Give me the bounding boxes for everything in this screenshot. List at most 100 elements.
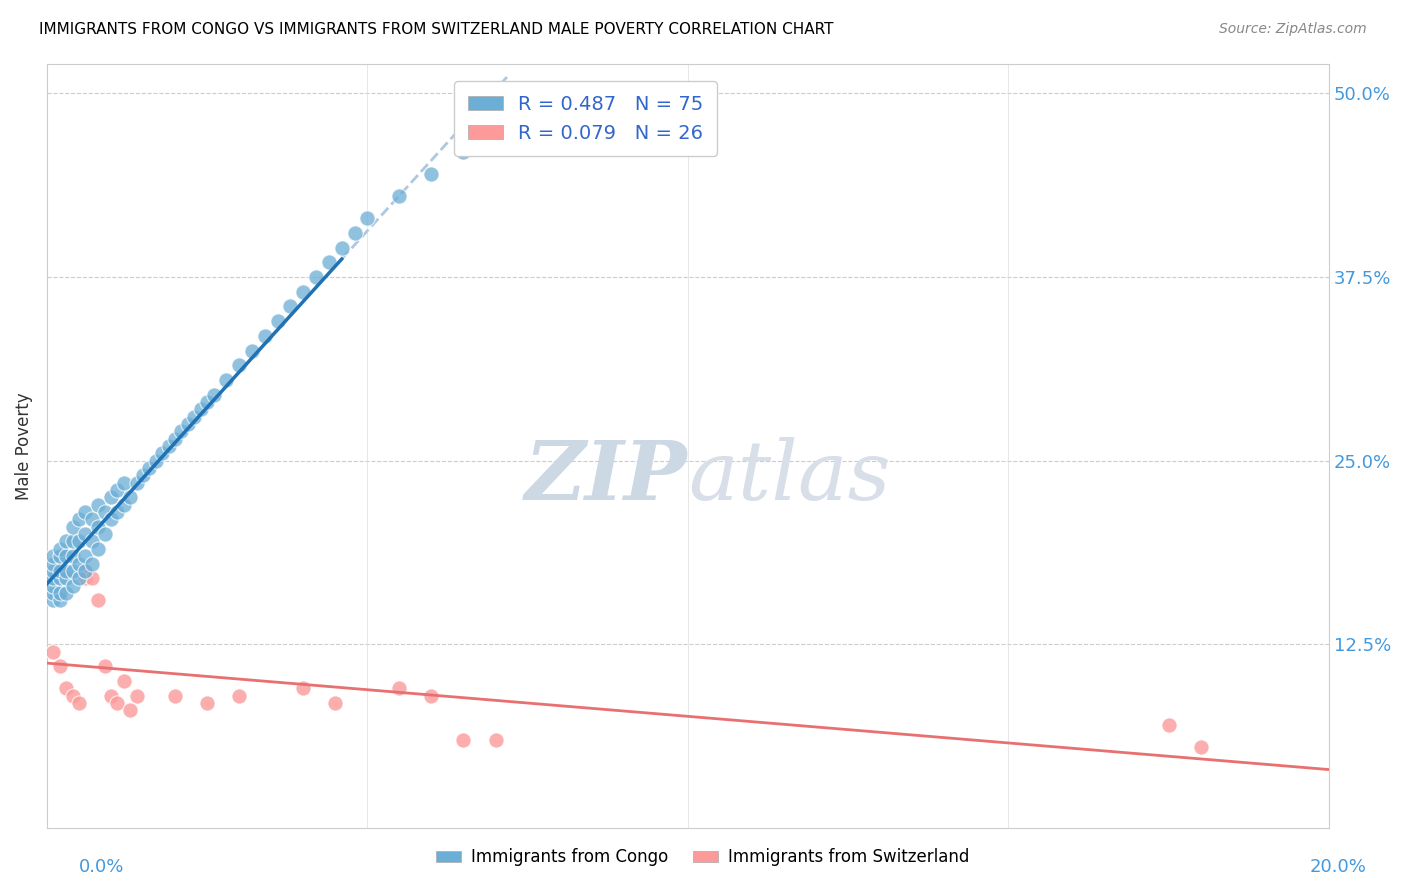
Point	[453, 145, 475, 160]
Point	[105, 696, 128, 710]
Point	[55, 549, 77, 564]
Point	[42, 557, 65, 571]
Point	[112, 475, 135, 490]
Point	[228, 358, 250, 372]
Point	[280, 300, 302, 314]
Legend: Immigrants from Congo, Immigrants from Switzerland: Immigrants from Congo, Immigrants from S…	[429, 842, 977, 873]
Point	[48, 564, 70, 578]
Text: IMMIGRANTS FROM CONGO VS IMMIGRANTS FROM SWITZERLAND MALE POVERTY CORRELATION CH: IMMIGRANTS FROM CONGO VS IMMIGRANTS FROM…	[39, 22, 834, 37]
Point	[55, 571, 77, 585]
Point	[253, 328, 276, 343]
Point	[62, 564, 84, 578]
Point	[80, 571, 103, 585]
Point	[75, 505, 97, 519]
Point	[42, 645, 65, 659]
Point	[240, 343, 263, 358]
Point	[1189, 740, 1212, 755]
Point	[87, 520, 110, 534]
Point	[125, 689, 148, 703]
Point	[55, 534, 77, 549]
Point	[356, 211, 378, 226]
Point	[80, 557, 103, 571]
Point	[183, 409, 205, 424]
Text: 20.0%: 20.0%	[1310, 858, 1367, 876]
Point	[292, 681, 315, 696]
Point	[120, 491, 142, 505]
Point	[75, 527, 97, 541]
Point	[55, 564, 77, 578]
Point	[165, 432, 187, 446]
Point	[42, 586, 65, 600]
Point	[195, 696, 218, 710]
Point	[75, 564, 97, 578]
Point	[190, 402, 212, 417]
Point	[100, 689, 122, 703]
Point	[453, 732, 475, 747]
Point	[55, 681, 77, 696]
Text: Source: ZipAtlas.com: Source: ZipAtlas.com	[1219, 22, 1367, 37]
Point	[62, 520, 84, 534]
Point	[42, 578, 65, 592]
Point	[330, 241, 353, 255]
Point	[420, 167, 443, 181]
Point	[93, 527, 115, 541]
Y-axis label: Male Poverty: Male Poverty	[15, 392, 32, 500]
Point	[138, 461, 160, 475]
Point	[48, 593, 70, 607]
Point	[48, 549, 70, 564]
Point	[484, 123, 506, 137]
Point	[177, 417, 200, 431]
Point	[87, 593, 110, 607]
Point	[67, 512, 90, 526]
Point	[75, 549, 97, 564]
Point	[318, 255, 340, 269]
Point	[55, 586, 77, 600]
Point	[100, 512, 122, 526]
Point	[48, 659, 70, 673]
Point	[105, 483, 128, 497]
Point	[62, 578, 84, 592]
Point	[195, 395, 218, 409]
Point	[87, 541, 110, 556]
Point	[93, 659, 115, 673]
Point	[266, 314, 288, 328]
Point	[67, 571, 90, 585]
Point	[388, 189, 411, 203]
Point	[165, 689, 187, 703]
Point	[62, 534, 84, 549]
Point	[145, 453, 167, 467]
Point	[42, 571, 65, 585]
Point	[75, 564, 97, 578]
Text: atlas: atlas	[688, 436, 890, 516]
Point	[150, 446, 173, 460]
Point	[484, 732, 506, 747]
Point	[42, 564, 65, 578]
Point	[48, 571, 70, 585]
Point	[87, 498, 110, 512]
Point	[292, 285, 315, 299]
Point	[125, 475, 148, 490]
Point	[67, 534, 90, 549]
Point	[80, 534, 103, 549]
Point	[93, 505, 115, 519]
Point	[170, 425, 193, 439]
Point	[100, 491, 122, 505]
Point	[112, 498, 135, 512]
Point	[62, 689, 84, 703]
Text: 0.0%: 0.0%	[79, 858, 124, 876]
Point	[67, 557, 90, 571]
Point	[388, 681, 411, 696]
Text: ZIP: ZIP	[526, 436, 688, 516]
Point	[75, 571, 97, 585]
Legend: R = 0.487   N = 75, R = 0.079   N = 26: R = 0.487 N = 75, R = 0.079 N = 26	[454, 81, 717, 156]
Point	[228, 689, 250, 703]
Point	[157, 439, 180, 453]
Point	[48, 586, 70, 600]
Point	[202, 387, 225, 401]
Point	[42, 593, 65, 607]
Point	[323, 696, 346, 710]
Point	[420, 689, 443, 703]
Point	[62, 549, 84, 564]
Point	[48, 541, 70, 556]
Point	[80, 512, 103, 526]
